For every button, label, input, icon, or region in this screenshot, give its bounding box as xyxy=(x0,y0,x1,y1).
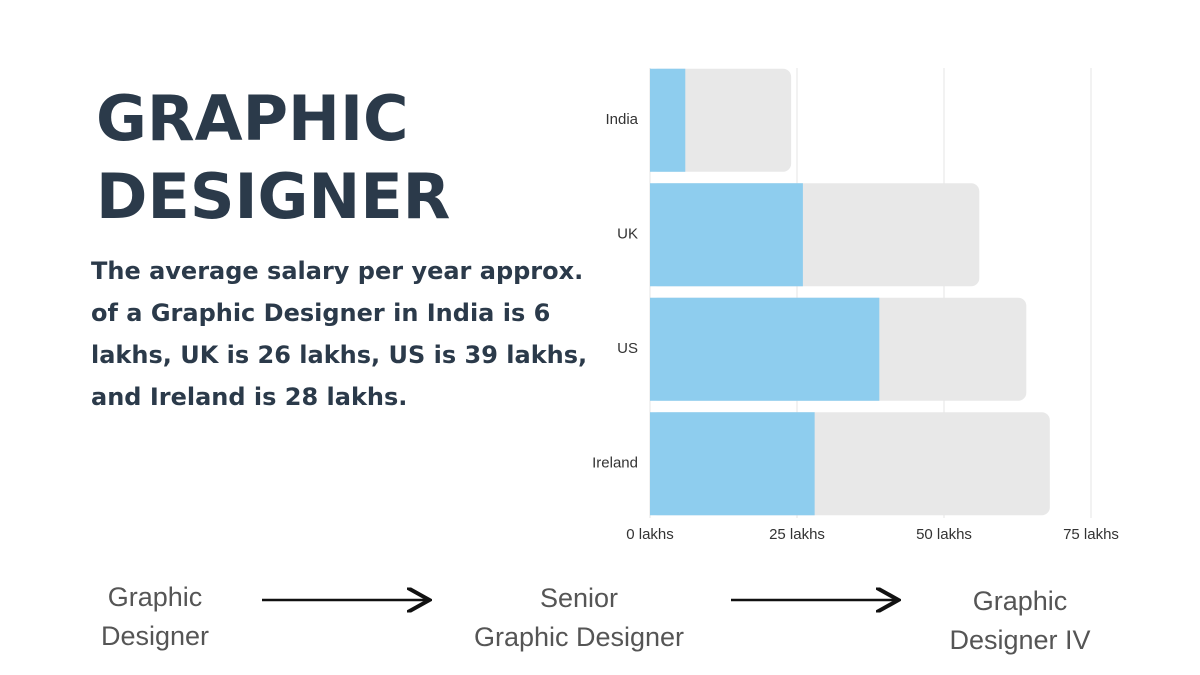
description: The average salary per year approx. of a… xyxy=(91,257,588,411)
y-tick-label: India xyxy=(605,111,638,128)
career-line: Graphic xyxy=(972,586,1068,616)
x-tick-label: 0 lakhs xyxy=(626,526,674,543)
y-tick-label: UK xyxy=(617,226,638,243)
career-line: Graphic xyxy=(107,582,203,612)
title-line: GRAPHIC xyxy=(96,82,409,155)
x-tick-label: 25 lakhs xyxy=(769,526,825,543)
bar xyxy=(650,297,880,401)
career-step: Graphic Designer xyxy=(55,578,255,656)
x-tick-label: 75 lakhs xyxy=(1063,526,1119,543)
y-tick-label: US xyxy=(617,340,638,357)
y-tick-label: Ireland xyxy=(592,455,638,472)
bar xyxy=(650,68,686,172)
x-tick-label: 50 lakhs xyxy=(916,526,972,543)
career-line: Designer xyxy=(100,621,210,651)
career-line: Designer IV xyxy=(949,625,1091,655)
title-line: DESIGNER xyxy=(96,160,451,233)
career-line: Senior xyxy=(539,583,619,613)
bar xyxy=(650,183,803,287)
bar xyxy=(650,412,815,516)
career-step: Senior Graphic Designer xyxy=(429,579,729,657)
career-line: Graphic Designer xyxy=(473,622,685,652)
career-step: Graphic Designer IV xyxy=(920,582,1120,660)
